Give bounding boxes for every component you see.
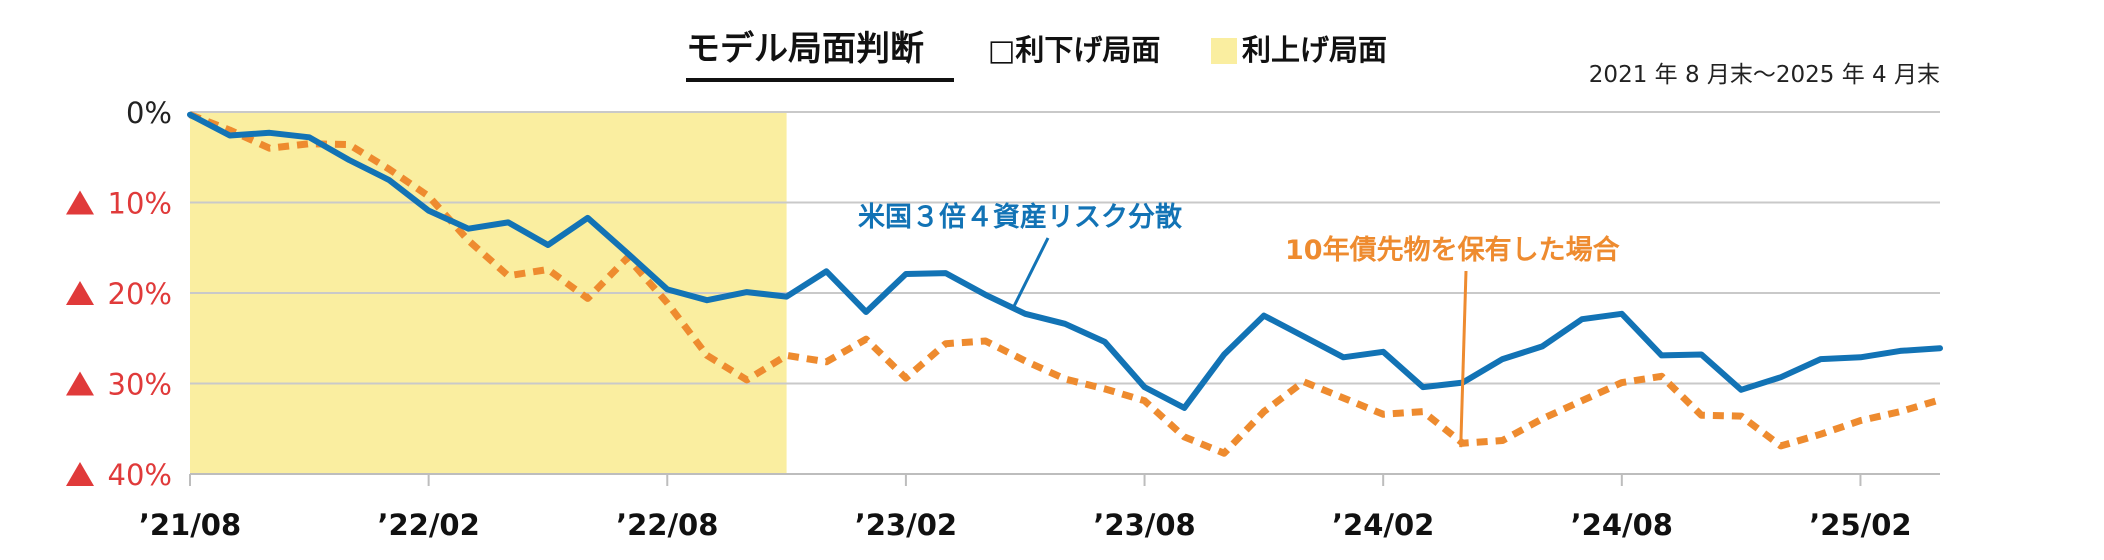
gridlines [190,111,1940,385]
y-tick: 10% [66,187,172,221]
x-tick-label: ’24/08 [1571,508,1673,542]
x-tick-label: ’22/02 [377,508,479,542]
x-axis-ticks: ’21/08 ’22/02 ’22/08 ’23/02 ’23/08 ’24/02 ’24/… [139,474,1912,542]
y-tick: 40% [66,458,172,492]
annotation-label-orange: 10年債先物を保有した場合 [1285,234,1620,266]
x-tick-label: ’23/02 [855,508,957,542]
y-tick-label: 40% [108,458,172,492]
negative-triangle-icon [66,371,94,396]
annotation-label-blue: 米国３倍４資産リスク分散 [858,201,1182,233]
negative-triangle-icon [66,281,94,305]
y-tick-label: 0% [126,96,172,130]
legend-item-rate-cut: □利下げ局面 [988,33,1160,67]
y-tick-label: 10% [108,187,172,221]
x-tick-label: ’22/08 [616,508,718,542]
y-tick: 20% [66,277,172,311]
y-tick: 30% [66,368,172,402]
legend-swatch-rate-hike [1211,38,1237,64]
x-tick-label: ’21/08 [139,508,241,542]
chart-title: モデル局面判断 [686,29,924,69]
x-tick-label: ’25/02 [1809,508,1911,542]
series-group [187,111,1943,457]
annotation-leader-orange [1459,270,1468,448]
annotation-leader-blue [1011,237,1050,309]
x-tick-label: ’23/08 [1093,508,1195,542]
y-tick: 0% [126,96,172,130]
negative-triangle-icon [66,462,94,486]
legend-item-rate-hike: 利上げ局面 [1242,33,1387,67]
x-tick-label: ’24/02 [1332,508,1434,542]
series-line-risk-parity [187,111,1943,411]
y-tick-label: 20% [108,277,172,311]
period-note: 2021 年 8 月末〜2025 年 4 月末 [1589,62,1940,88]
y-axis-tick-labels: 0% 10% 20% 30% 40% [66,96,172,492]
negative-triangle-icon [66,190,94,215]
y-tick-label: 30% [108,368,172,402]
